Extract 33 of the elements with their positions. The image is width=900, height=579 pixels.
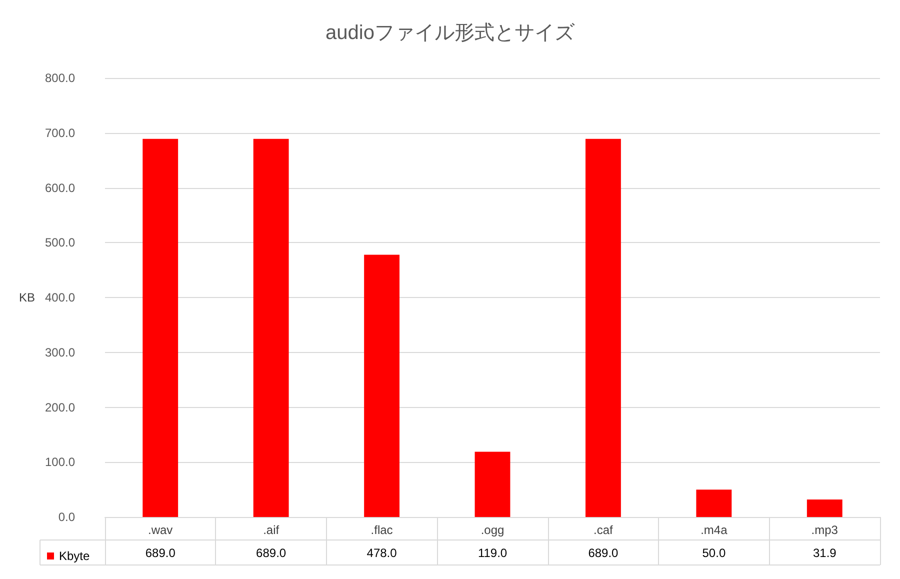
data-label: 50.0 <box>702 546 726 560</box>
data-label: 689.0 <box>256 546 286 560</box>
x-tick-label: .ogg <box>480 523 504 537</box>
y-tick-label: 700.0 <box>44 126 76 140</box>
bar <box>806 499 842 517</box>
bar <box>474 452 510 517</box>
data-label: 31.9 <box>812 546 837 560</box>
data-label: 689.0 <box>145 546 176 560</box>
y-tick-label: 400.0 <box>44 290 76 304</box>
y-tick-label: 300.0 <box>44 345 76 360</box>
x-tick-label: .wav <box>148 523 173 537</box>
y-tick-label: 0.0 <box>58 510 76 524</box>
x-tick-label: .flac <box>370 523 393 537</box>
data-label: 478.0 <box>366 546 398 560</box>
x-tick-label: .mp3 <box>811 523 838 537</box>
y-tick-label: 500.0 <box>44 236 76 250</box>
x-tick-label: .m4a <box>700 523 728 537</box>
data-label: 119.0 <box>478 546 508 560</box>
bar <box>586 138 621 517</box>
bar <box>142 138 178 517</box>
y-tick-label: 800.0 <box>44 71 76 85</box>
x-tick-label: .caf <box>594 523 614 537</box>
x-tick-label: .aif <box>263 523 280 537</box>
bar <box>364 254 400 517</box>
bar <box>253 138 289 517</box>
y-tick-label: 600.0 <box>44 180 76 195</box>
chart-title: audioファイル形式とサイズ <box>326 22 576 44</box>
y-axis-title: KB <box>18 290 35 304</box>
data-label: 689.0 <box>588 546 619 560</box>
y-tick-label: 100.0 <box>44 455 76 470</box>
legend-label: Kbyte <box>59 549 90 563</box>
bar <box>696 490 732 517</box>
y-tick-label: 200.0 <box>44 400 76 414</box>
